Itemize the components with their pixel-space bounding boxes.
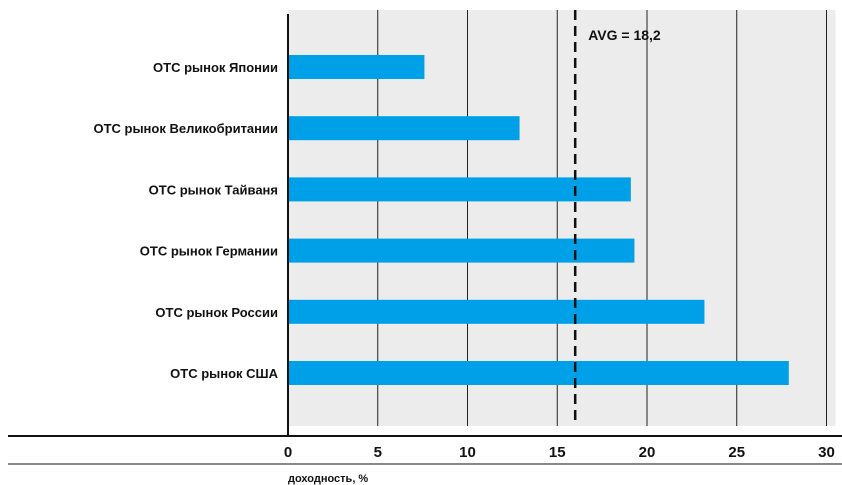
- bar-3: [288, 177, 631, 202]
- bar-1: [288, 55, 425, 79]
- bars: [288, 55, 789, 385]
- category-label-3: OTC рынок Тайваня: [149, 182, 278, 197]
- x-tick-label-10: 10: [459, 444, 476, 461]
- bar-6: [288, 361, 789, 385]
- plot-area: [288, 10, 836, 426]
- x-tick-label-20: 20: [639, 444, 656, 461]
- gridlines: [377, 10, 827, 426]
- average-line-group: AVG = 18,2: [573, 10, 661, 426]
- x-tick-labels: 0 5 10 15 20 25 30: [284, 444, 835, 461]
- x-tick-label-5: 5: [374, 444, 382, 461]
- bar-4: [288, 238, 635, 263]
- category-label-5: OTC рынок России: [155, 305, 278, 320]
- bar-2: [288, 116, 520, 141]
- bar-5: [288, 299, 705, 324]
- axes: [8, 14, 842, 465]
- plot-background: [288, 10, 836, 426]
- category-label-1: OTC рынок Японии: [153, 60, 278, 75]
- category-label-2: OTC рынок Великобритании: [93, 121, 278, 136]
- x-tick-label-0: 0: [284, 444, 292, 461]
- x-tick-label-15: 15: [549, 444, 566, 461]
- x-axis-title: доходность, %: [288, 473, 368, 485]
- x-tick-label-25: 25: [728, 444, 745, 461]
- category-label-4: OTC рынок Германии: [140, 244, 278, 259]
- average-label: AVG = 18,2: [588, 27, 661, 43]
- x-tick-label-30: 30: [818, 444, 835, 461]
- category-label-6: OTC рынок США: [170, 366, 278, 381]
- category-labels: OTC рынок Японии OTC рынок Великобритании…: [93, 60, 278, 381]
